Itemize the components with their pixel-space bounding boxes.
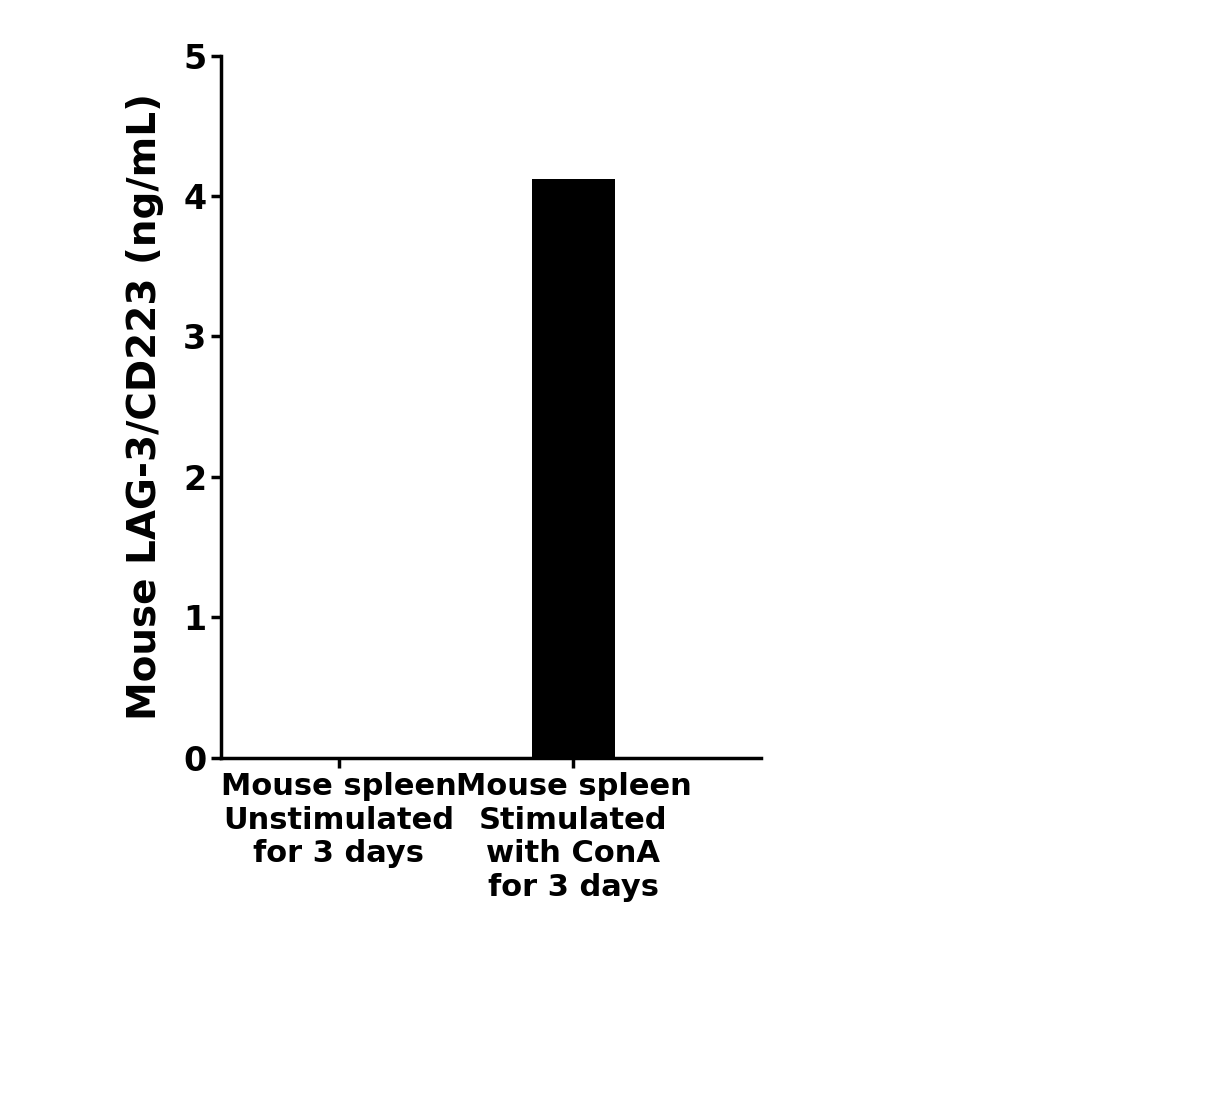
Y-axis label: Mouse LAG-3/CD223 (ng/mL): Mouse LAG-3/CD223 (ng/mL) [125,94,163,720]
Bar [532,179,614,758]
